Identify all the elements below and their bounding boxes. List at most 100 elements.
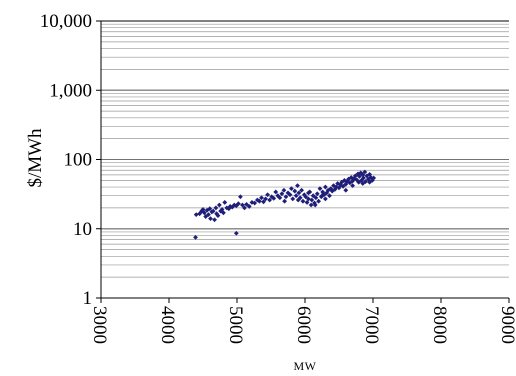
- data-point: [275, 193, 281, 199]
- data-point: [350, 183, 355, 188]
- data-point: [244, 201, 249, 207]
- data-point: [193, 235, 198, 240]
- data-point: [265, 192, 270, 198]
- data-point: [287, 192, 293, 198]
- data-point: [369, 177, 375, 183]
- data-point: [364, 173, 370, 179]
- data-point: [279, 191, 285, 197]
- data-point: [222, 200, 228, 205]
- data-point: [290, 196, 296, 202]
- y-tick-label: 100: [64, 150, 93, 171]
- data-point: [331, 183, 336, 188]
- data-point: [320, 189, 326, 195]
- data-point: [193, 212, 199, 218]
- data-point: [340, 183, 346, 189]
- data-point: [347, 180, 353, 186]
- data-point: [319, 193, 325, 199]
- data-point: [301, 192, 307, 198]
- data-point: [283, 194, 289, 200]
- data-point: [224, 205, 230, 211]
- data-point: [299, 187, 304, 193]
- data-point: [210, 208, 216, 214]
- data-point: [300, 198, 306, 204]
- data-point: [227, 204, 233, 209]
- data-point: [327, 193, 332, 199]
- data-point: [295, 183, 300, 188]
- data-point: [271, 195, 277, 201]
- data-point: [295, 197, 301, 203]
- data-point: [323, 184, 328, 190]
- data-point: [357, 174, 362, 179]
- data-point: [208, 216, 213, 222]
- data-point: [235, 201, 241, 207]
- data-point: [221, 210, 226, 216]
- x-tick-label: 3000: [89, 306, 110, 344]
- data-point: [312, 202, 318, 208]
- data-point: [246, 204, 252, 209]
- y-tick-labels: 1 10 100 1,000 10,000: [40, 11, 101, 309]
- data-point: [361, 175, 366, 181]
- data-point: [281, 187, 287, 193]
- data-point: [269, 194, 275, 200]
- data-point: [289, 186, 294, 191]
- data-point: [216, 202, 222, 208]
- y-tick-label: 1: [83, 288, 93, 309]
- data-point: [304, 200, 310, 205]
- data-point: [242, 205, 247, 211]
- data-point: [233, 230, 239, 236]
- data-point: [219, 207, 225, 212]
- data-point: [212, 217, 217, 223]
- x-tick-label: 8000: [429, 306, 450, 344]
- data-point: [323, 196, 328, 202]
- data-point: [362, 169, 368, 175]
- x-tick-label: 4000: [157, 306, 178, 344]
- data-point: [343, 187, 349, 193]
- data-point: [240, 202, 245, 208]
- data-point: [207, 206, 213, 212]
- data-point: [360, 181, 366, 186]
- y-tick-label: 10: [73, 219, 92, 240]
- data-point: [312, 200, 317, 206]
- data-point: [206, 212, 211, 218]
- x-tick-label: 6000: [293, 306, 314, 344]
- data-point: [308, 202, 314, 208]
- data-point: [293, 193, 299, 199]
- data-point: [257, 198, 262, 204]
- data-point: [325, 187, 331, 193]
- x-tick-label: 7000: [361, 306, 382, 344]
- data-point: [316, 198, 321, 204]
- data-point: [273, 189, 279, 195]
- y-tick-label: 10,000: [40, 11, 92, 32]
- data-point: [213, 205, 219, 211]
- x-tick-label: 9000: [497, 306, 516, 344]
- data-point: [285, 190, 291, 196]
- data-point: [360, 172, 366, 178]
- data-point: [238, 194, 243, 200]
- data-point: [259, 195, 264, 201]
- x-axis-title: MW: [294, 359, 317, 373]
- data-point: [292, 188, 298, 194]
- data-point: [352, 173, 358, 179]
- data-point: [197, 211, 202, 217]
- x-tick-labels: 3000 4000 5000 6000 7000 8000 9000: [89, 298, 516, 344]
- data-point: [201, 210, 207, 216]
- data-point: [296, 190, 302, 196]
- data-point: [313, 195, 319, 201]
- data-point: [226, 206, 232, 212]
- data-point: [342, 177, 347, 183]
- data-points: [193, 169, 377, 240]
- gridlines: [101, 20, 509, 278]
- data-point: [317, 186, 323, 191]
- data-point: [359, 177, 364, 183]
- data-point: [218, 208, 224, 214]
- data-point: [215, 213, 221, 218]
- data-point: [336, 185, 342, 191]
- data-point: [277, 195, 283, 201]
- data-point: [306, 190, 311, 196]
- data-point: [252, 200, 258, 206]
- data-point: [314, 191, 320, 197]
- data-point: [263, 196, 268, 202]
- data-point: [282, 198, 287, 204]
- data-point: [354, 177, 360, 183]
